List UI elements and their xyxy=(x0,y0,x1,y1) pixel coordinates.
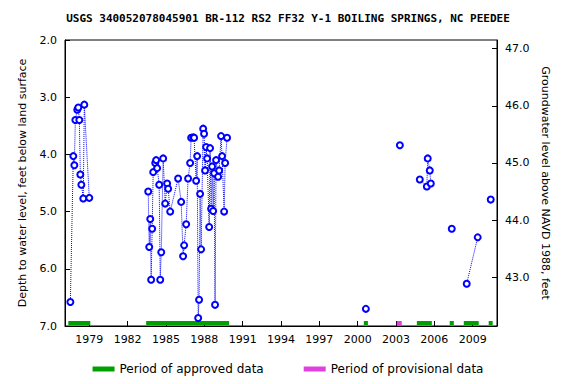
svg-text:43.0: 43.0 xyxy=(505,271,530,284)
svg-text:Period of approved data: Period of approved data xyxy=(120,362,264,376)
svg-text:1991: 1991 xyxy=(229,333,257,346)
svg-text:2000: 2000 xyxy=(344,333,372,346)
svg-text:1985: 1985 xyxy=(152,333,180,346)
svg-text:1994: 1994 xyxy=(267,333,295,346)
svg-text:Depth to water level, feet bel: Depth to water level, feet below land su… xyxy=(16,58,29,307)
svg-text:4.0: 4.0 xyxy=(40,148,58,161)
svg-text:2003: 2003 xyxy=(382,333,410,346)
svg-text:1997: 1997 xyxy=(305,333,333,346)
svg-text:5.0: 5.0 xyxy=(40,205,58,218)
svg-text:6.0: 6.0 xyxy=(40,262,58,275)
svg-text:1979: 1979 xyxy=(75,333,103,346)
svg-text:Period of provisional data: Period of provisional data xyxy=(331,362,484,376)
svg-text:2009: 2009 xyxy=(459,333,487,346)
svg-text:7.0: 7.0 xyxy=(40,320,58,333)
svg-text:47.0: 47.0 xyxy=(505,42,530,55)
svg-text:USGS 340052078045901 BR-112 RS: USGS 340052078045901 BR-112 RS2 FF32 Y-1… xyxy=(66,12,510,25)
svg-text:45.0: 45.0 xyxy=(505,156,530,169)
svg-text:2006: 2006 xyxy=(420,333,448,346)
svg-text:3.0: 3.0 xyxy=(40,91,58,104)
svg-text:44.0: 44.0 xyxy=(505,214,530,227)
svg-text:46.0: 46.0 xyxy=(505,99,530,112)
svg-text:2.0: 2.0 xyxy=(40,34,58,47)
svg-text:Groundwater level above NAVD 1: Groundwater level above NAVD 1988, feet xyxy=(539,66,552,300)
svg-text:1982: 1982 xyxy=(114,333,142,346)
svg-text:1988: 1988 xyxy=(190,333,218,346)
